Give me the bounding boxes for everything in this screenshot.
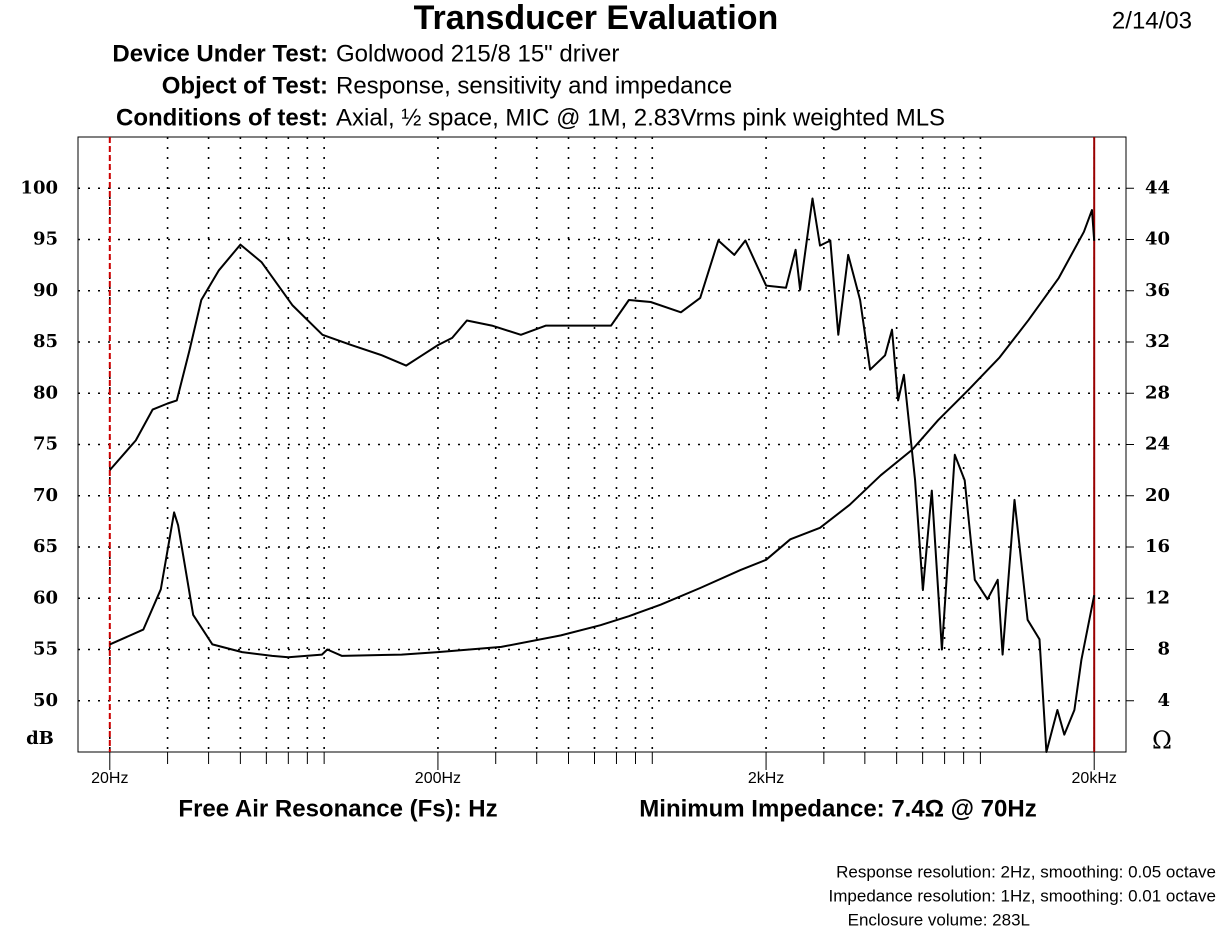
header-label: Conditions of test:: [116, 104, 328, 131]
header-value: Response, sensitivity and impedance: [336, 72, 732, 99]
header-label: Object of Test:: [162, 72, 328, 99]
y2-tick-label: 12: [1145, 587, 1170, 608]
series-line: [109, 197, 1096, 753]
header-label: Device Under Test:: [112, 40, 328, 67]
y2-tick-label: 20: [1145, 485, 1170, 506]
y-tick-label: 65: [33, 536, 58, 557]
header-value: Axial, ½ space, MIC @ 1M, 2.83Vrms pink …: [336, 104, 945, 131]
y2-tick-label: 16: [1145, 536, 1170, 557]
footer-min-impedance: Minimum Impedance: 7.4Ω @ 70Hz: [639, 795, 1036, 822]
x-tick-label: 20Hz: [91, 770, 128, 787]
y2-tick-label: 4: [1157, 690, 1170, 711]
note: Enclosure volume: 283L: [848, 910, 1030, 929]
y-tick-label: 80: [33, 382, 58, 403]
y-tick-label: 70: [33, 485, 58, 506]
y-tick-label: 50: [33, 690, 58, 711]
y2-tick-label: 40: [1145, 229, 1170, 250]
y2-tick-label: 36: [1145, 280, 1170, 301]
y2-tick-label: 28: [1145, 382, 1170, 403]
y-tick-label: 75: [33, 434, 58, 455]
y-tick-label: 90: [33, 280, 58, 301]
y-tick-label: 60: [33, 587, 58, 608]
y-tick-label: 100: [20, 177, 58, 198]
x-tick-label: 200Hz: [415, 770, 461, 787]
y-tick-label: 55: [33, 639, 58, 660]
note: Response resolution: 2Hz, smoothing: 0.0…: [836, 862, 1216, 881]
x-tick-label: 20kHz: [1072, 770, 1117, 787]
header-value: Goldwood 215/8 15" driver: [336, 40, 619, 67]
footer-fs: Free Air Resonance (Fs): Hz: [178, 795, 497, 822]
chart-title: Transducer Evaluation: [414, 0, 779, 37]
date: 2/14/03: [1112, 7, 1192, 34]
y2-tick-label: 24: [1145, 434, 1170, 455]
x-tick-label: 2kHz: [748, 770, 784, 787]
series-line: [109, 209, 1096, 659]
y-tick-label: 95: [33, 229, 58, 250]
note: Impedance resolution: 1Hz, smoothing: 0.…: [829, 886, 1216, 905]
y2-tick-label: 32: [1145, 331, 1170, 352]
y2-tick-label: 8: [1157, 639, 1170, 660]
y-axis-unit: dB: [26, 728, 54, 749]
y2-axis-unit: Ω: [1152, 727, 1172, 755]
y2-tick-label: 44: [1145, 177, 1170, 198]
y-tick-label: 85: [33, 331, 58, 352]
